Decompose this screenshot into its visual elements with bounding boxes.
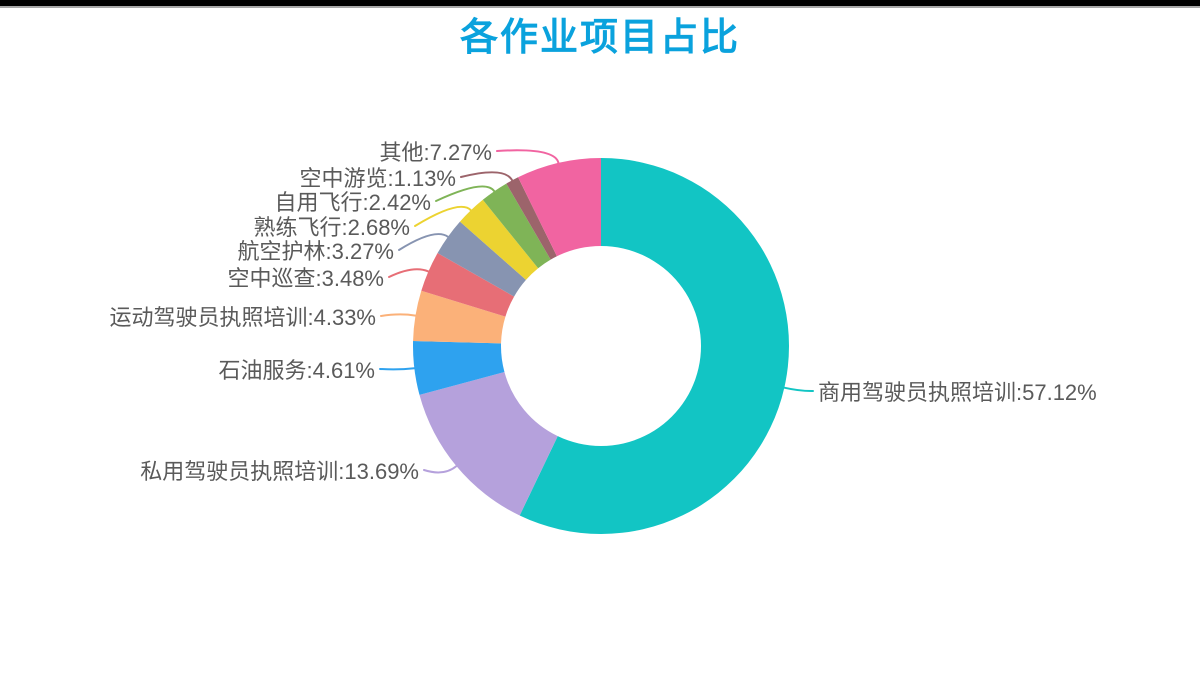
slice-label-aerial-patrol: 空中巡查:3.48% — [227, 266, 385, 291]
label-line-oil-service — [379, 367, 416, 371]
slice-label-proficiency-flight: 熟练飞行:2.68% — [253, 215, 411, 240]
slice-label-other: 其他:7.27% — [379, 140, 493, 165]
slice-label-commercial-pilot-license-training: 商用驾驶员执照培训:57.12% — [818, 380, 1097, 405]
slice-label-oil-service: 石油服务:4.61% — [218, 358, 376, 383]
slice-label-air-sightseeing: 空中游览:1.13% — [299, 166, 457, 191]
label-line-proficiency-flight — [414, 205, 472, 227]
pie-slice-air-sightseeing[interactable] — [506, 177, 557, 260]
slice-label-sport-pilot-license-training: 运动驾驶员执照培训:4.33% — [109, 305, 377, 330]
slice-label-private-pilot-license-training: 私用驾驶员执照培训:13.69% — [140, 459, 419, 484]
label-line-aviation-forest-protection — [398, 233, 449, 251]
label-line-private-use-flight — [435, 185, 496, 202]
pie-slice-aerial-patrol[interactable] — [421, 253, 515, 317]
label-line-aerial-patrol — [388, 268, 430, 278]
pie-slice-sport-pilot-license-training[interactable] — [413, 290, 506, 344]
pie-slice-aviation-forest-protection[interactable] — [437, 221, 526, 297]
slice-label-private-use-flight: 自用飞行:2.42% — [274, 190, 432, 215]
label-line-sport-pilot-license-training — [380, 313, 417, 317]
pie-slice-other[interactable] — [518, 158, 601, 257]
pie-slice-proficiency-flight[interactable] — [459, 199, 539, 280]
pie-slice-private-use-flight[interactable] — [482, 183, 551, 269]
chart-title: 各作业项目占比 — [459, 17, 740, 59]
label-line-other — [496, 149, 560, 164]
label-line-air-sightseeing — [460, 171, 514, 182]
pie-slice-commercial-pilot-license-training[interactable] — [519, 158, 790, 534]
slice-label-aviation-forest-protection: 航空护林:3.27% — [237, 239, 395, 264]
label-line-private-pilot-license-training — [423, 465, 458, 474]
pie-slice-oil-service[interactable] — [413, 341, 505, 395]
pie-slice-private-pilot-license-training[interactable] — [419, 372, 558, 516]
top-border-bar — [0, 0, 1200, 8]
label-line-commercial-pilot-license-training — [783, 386, 814, 393]
